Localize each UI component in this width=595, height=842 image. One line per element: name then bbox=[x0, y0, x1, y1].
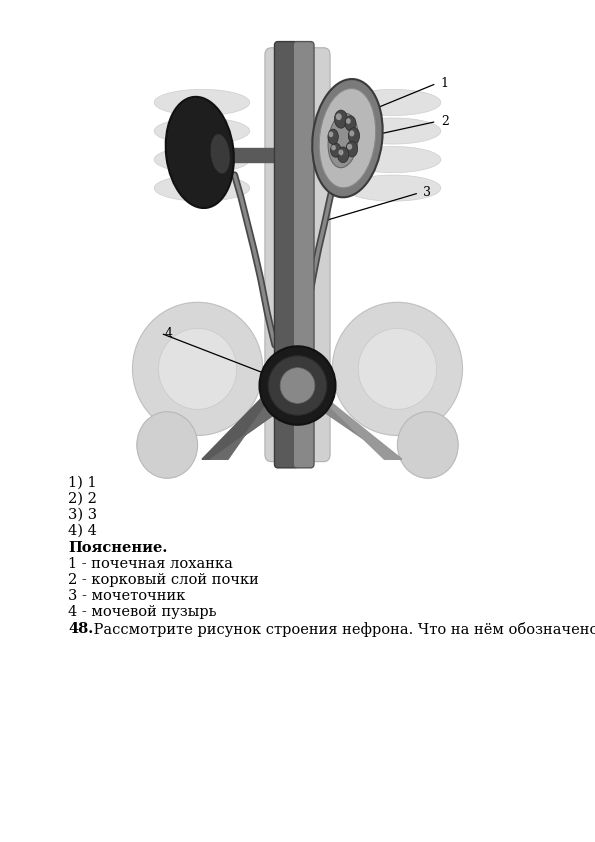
Ellipse shape bbox=[280, 368, 315, 403]
Ellipse shape bbox=[319, 88, 375, 188]
Ellipse shape bbox=[358, 328, 437, 409]
Text: 1: 1 bbox=[441, 77, 449, 90]
Ellipse shape bbox=[154, 175, 250, 201]
Ellipse shape bbox=[328, 131, 333, 137]
Polygon shape bbox=[202, 388, 278, 459]
Ellipse shape bbox=[210, 134, 230, 174]
Ellipse shape bbox=[348, 128, 359, 144]
Ellipse shape bbox=[154, 89, 250, 115]
Text: Пояснение.: Пояснение. bbox=[68, 541, 167, 555]
Ellipse shape bbox=[345, 89, 441, 115]
Text: 3 - мочеточник: 3 - мочеточник bbox=[68, 589, 186, 603]
Ellipse shape bbox=[346, 141, 358, 157]
Text: 3: 3 bbox=[424, 186, 431, 200]
FancyBboxPatch shape bbox=[274, 41, 298, 468]
Circle shape bbox=[137, 412, 198, 478]
Ellipse shape bbox=[331, 145, 336, 151]
Polygon shape bbox=[311, 388, 402, 459]
Polygon shape bbox=[211, 388, 278, 459]
Ellipse shape bbox=[165, 97, 234, 208]
Ellipse shape bbox=[339, 149, 343, 156]
Text: 2: 2 bbox=[441, 115, 449, 128]
Ellipse shape bbox=[328, 129, 339, 144]
Ellipse shape bbox=[345, 175, 441, 201]
Ellipse shape bbox=[334, 110, 347, 128]
Ellipse shape bbox=[268, 356, 327, 415]
Text: 4: 4 bbox=[165, 327, 173, 339]
Text: 2) 2: 2) 2 bbox=[68, 492, 97, 506]
Polygon shape bbox=[311, 143, 337, 157]
Polygon shape bbox=[232, 147, 278, 162]
Ellipse shape bbox=[259, 346, 336, 424]
FancyBboxPatch shape bbox=[293, 41, 314, 468]
FancyBboxPatch shape bbox=[265, 48, 330, 461]
Polygon shape bbox=[311, 388, 402, 459]
Circle shape bbox=[397, 412, 458, 478]
Ellipse shape bbox=[312, 79, 383, 197]
Text: Рассмотрите рисунок строения нефрона. Что на нём обозначено под цифрой 1?: Рассмотрите рисунок строения нефрона. Чт… bbox=[89, 622, 595, 637]
Text: 4 - мочевой пузырь: 4 - мочевой пузырь bbox=[68, 605, 217, 619]
Ellipse shape bbox=[158, 328, 237, 409]
Ellipse shape bbox=[133, 302, 263, 435]
Ellipse shape bbox=[346, 118, 351, 124]
Ellipse shape bbox=[328, 114, 358, 168]
Ellipse shape bbox=[345, 118, 441, 144]
Ellipse shape bbox=[336, 114, 342, 120]
Text: 4) 4: 4) 4 bbox=[68, 524, 97, 538]
Ellipse shape bbox=[332, 302, 462, 435]
Text: 3) 3: 3) 3 bbox=[68, 508, 97, 522]
Text: 1) 1: 1) 1 bbox=[68, 476, 96, 490]
Ellipse shape bbox=[345, 116, 356, 131]
Ellipse shape bbox=[330, 143, 341, 157]
Ellipse shape bbox=[154, 118, 250, 144]
Ellipse shape bbox=[347, 144, 352, 150]
Text: 2 - корковый слой почки: 2 - корковый слой почки bbox=[68, 573, 259, 587]
Ellipse shape bbox=[349, 131, 355, 136]
Ellipse shape bbox=[345, 147, 441, 173]
Ellipse shape bbox=[337, 147, 349, 163]
Text: 48.: 48. bbox=[68, 622, 93, 636]
Text: 1 - почечная лоханка: 1 - почечная лоханка bbox=[68, 557, 233, 571]
Ellipse shape bbox=[154, 147, 250, 173]
